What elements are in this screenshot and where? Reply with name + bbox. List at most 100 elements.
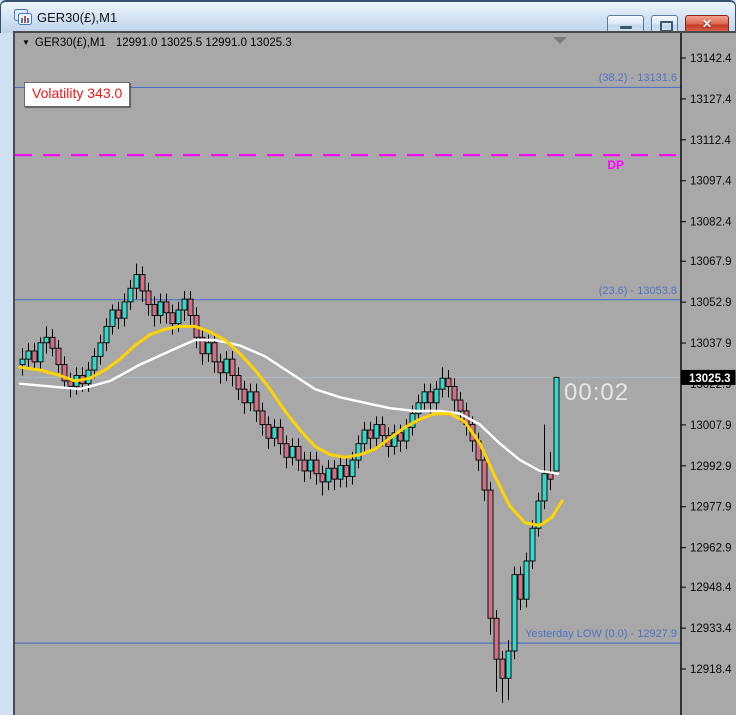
candle-body[interactable]: [487, 489, 494, 619]
candle-body[interactable]: [301, 459, 308, 472]
candle-body[interactable]: [547, 473, 554, 480]
candle-body[interactable]: [319, 473, 326, 483]
candle-body[interactable]: [523, 560, 530, 600]
candle-body[interactable]: [109, 309, 116, 327]
collapse-arrow-icon[interactable]: ▼: [22, 38, 30, 47]
candle-body[interactable]: [535, 500, 542, 529]
candle-body[interactable]: [481, 459, 488, 491]
candle-body[interactable]: [115, 309, 122, 319]
candle-body[interactable]: [511, 574, 518, 652]
candle-body[interactable]: [367, 429, 374, 439]
level-label: (23.6) - 13053.8: [598, 284, 677, 297]
candle-body[interactable]: [451, 385, 458, 401]
current-price-value: 13025.3: [689, 373, 731, 385]
candle-body[interactable]: [517, 574, 524, 600]
candle-body[interactable]: [349, 459, 356, 477]
candle-body[interactable]: [433, 388, 440, 404]
candle-body[interactable]: [391, 432, 398, 447]
candle-body[interactable]: [49, 336, 56, 349]
candle-body[interactable]: [181, 298, 188, 311]
candle-body[interactable]: [283, 443, 290, 458]
candle-body[interactable]: [127, 287, 134, 303]
candle-body[interactable]: [373, 424, 380, 439]
candle-body[interactable]: [541, 473, 548, 502]
chart-legend[interactable]: ▼ GER30(£),M1 12991.0 13025.5 12991.0 1302…: [22, 37, 292, 49]
window-titlebar[interactable]: GER30(£),M1 ✕: [0, 0, 736, 34]
candle-body[interactable]: [337, 465, 344, 480]
chart-window-icon: [14, 9, 32, 25]
candle-body[interactable]: [253, 391, 260, 412]
candle-body[interactable]: [415, 402, 422, 415]
candle-body[interactable]: [427, 391, 434, 404]
candle-body[interactable]: [67, 380, 74, 387]
candle-body[interactable]: [139, 274, 146, 292]
candle-body[interactable]: [151, 304, 158, 316]
candle-body[interactable]: [61, 364, 68, 382]
candle-body[interactable]: [271, 426, 278, 439]
candle-body[interactable]: [445, 377, 452, 387]
candle-body[interactable]: [493, 617, 500, 660]
candle-body[interactable]: [247, 391, 254, 404]
price-axis-tick-label: 12962.9: [690, 543, 732, 555]
candle-body[interactable]: [133, 274, 140, 289]
candle-body[interactable]: [145, 290, 152, 306]
candle-body[interactable]: [37, 342, 44, 363]
candle-body[interactable]: [295, 445, 302, 461]
candle-body[interactable]: [157, 301, 164, 316]
candle-body[interactable]: [439, 377, 446, 390]
candle-body[interactable]: [379, 424, 386, 436]
candle-body[interactable]: [259, 410, 266, 426]
candle-body[interactable]: [163, 301, 170, 314]
candle-body[interactable]: [241, 388, 248, 404]
candle-body[interactable]: [553, 376, 560, 472]
candle-body[interactable]: [529, 527, 536, 562]
candle-body[interactable]: [175, 309, 182, 325]
candlestick-chart[interactable]: 13142.4 13127.4 13112.4 13097.4 13082.4 13067…: [15, 33, 736, 715]
candle-body[interactable]: [205, 342, 212, 355]
candle-body[interactable]: [331, 467, 338, 480]
candle-body[interactable]: [277, 426, 284, 445]
level-label: (38.2) - 13131.6: [598, 72, 677, 85]
candle-body[interactable]: [421, 391, 428, 404]
candle-body[interactable]: [31, 350, 38, 363]
candle-body[interactable]: [55, 347, 62, 366]
candle-body[interactable]: [265, 424, 272, 439]
candle-body[interactable]: [361, 429, 368, 445]
candle-body[interactable]: [289, 445, 296, 458]
chart-frame-left: [13, 31, 15, 715]
candle-body[interactable]: [97, 342, 104, 357]
candle-body[interactable]: [355, 443, 362, 461]
chart-shift-marker-icon[interactable]: [553, 37, 567, 44]
candle-body[interactable]: [25, 350, 32, 360]
candle-body[interactable]: [505, 650, 512, 679]
candle-body[interactable]: [457, 399, 464, 412]
price-axis-tick-label: 13142.4: [690, 53, 732, 65]
candle-body[interactable]: [397, 432, 404, 442]
candle-body[interactable]: [43, 336, 50, 344]
candle-body[interactable]: [307, 459, 314, 472]
candle-body[interactable]: [211, 342, 218, 363]
candle-body[interactable]: [325, 467, 332, 483]
candle-body[interactable]: [403, 426, 410, 442]
candle-body[interactable]: [103, 325, 110, 344]
candle-body[interactable]: [91, 355, 98, 371]
chart-area[interactable]: 13142.4 13127.4 13112.4 13097.4 13082.4 13067…: [15, 33, 736, 715]
candle-body[interactable]: [199, 336, 206, 355]
candle-body[interactable]: [313, 459, 320, 475]
maximize-button[interactable]: [651, 15, 678, 34]
candle-body[interactable]: [223, 358, 230, 374]
candle-body[interactable]: [121, 301, 128, 319]
candle-body[interactable]: [499, 658, 506, 679]
candle-body[interactable]: [169, 312, 176, 325]
candle-body[interactable]: [217, 361, 224, 374]
candle-body[interactable]: [19, 358, 26, 366]
candle-body[interactable]: [187, 298, 194, 316]
ma-slow-line: [18, 338, 560, 475]
price-axis-tick-label: 13052.9: [690, 297, 732, 309]
legend-symbol: GER30(£),M1: [34, 37, 106, 49]
candle-body[interactable]: [343, 465, 350, 477]
current-price-box: [681, 369, 736, 385]
candle-body[interactable]: [235, 375, 242, 390]
candle-body[interactable]: [229, 358, 236, 376]
chart-frame-top: [13, 31, 736, 33]
